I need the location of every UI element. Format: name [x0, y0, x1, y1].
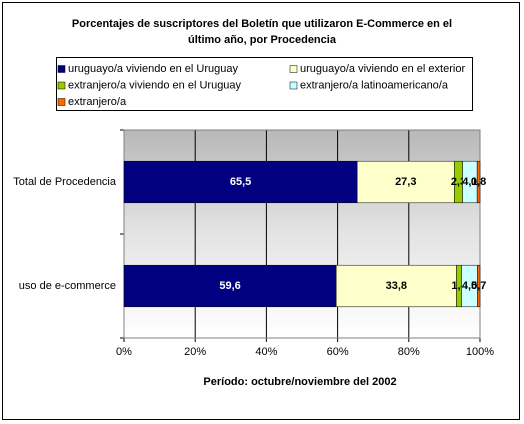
legend-label: uruguayo/a viviendo en el Uruguay: [68, 63, 239, 75]
legend-swatch: [57, 98, 66, 106]
legend-box: [56, 57, 473, 111]
data-label: 0,7: [471, 280, 486, 292]
x-tick-label: 80%: [398, 346, 420, 358]
data-label: 2,3: [451, 176, 466, 188]
plot-border: [123, 129, 481, 339]
bar-segment: [477, 264, 481, 308]
bar-segment: [476, 160, 481, 204]
legend-swatch: [57, 65, 66, 73]
data-label: 4,1: [462, 176, 477, 188]
x-tick-label: 60%: [327, 346, 349, 358]
data-label: 0,8: [471, 176, 486, 188]
legend-swatch: [289, 81, 298, 90]
x-tick-label: 100%: [466, 346, 494, 358]
y-tick-label: Total de Procedencia: [13, 176, 117, 188]
data-label: 59,6: [219, 280, 240, 292]
legend-swatch: [57, 81, 66, 90]
legend-label: extranjero/a viviendo en el Uruguay: [68, 79, 242, 91]
data-label: 33,8: [386, 280, 407, 292]
x-axis-title: Período: octubre/noviembre del 2002: [203, 376, 396, 388]
legend-label: extranjero/a latinoamericano/a: [300, 79, 449, 91]
bar-segment: [123, 264, 337, 308]
data-label: 27,3: [395, 176, 416, 188]
x-tick-label: 40%: [255, 346, 277, 358]
data-label: 4,5: [462, 280, 477, 292]
legend-label: uruguayo/a viviendo en el exterior: [300, 63, 465, 75]
y-tick-label: uso de e-commerce: [19, 280, 116, 292]
bar-segment: [335, 264, 457, 308]
data-label: 65,5: [230, 176, 251, 188]
legend-swatch: [289, 65, 298, 73]
legend-label: extranjero/a: [68, 96, 127, 108]
chart-title: último año, por Procedencia: [188, 34, 337, 46]
x-tick-label: 0%: [116, 346, 132, 358]
bar-segment: [123, 160, 358, 204]
chart-title: Porcentajes de suscriptores del Boletín …: [72, 18, 452, 30]
bar-segment: [356, 160, 455, 204]
x-tick-label: 20%: [184, 346, 206, 358]
